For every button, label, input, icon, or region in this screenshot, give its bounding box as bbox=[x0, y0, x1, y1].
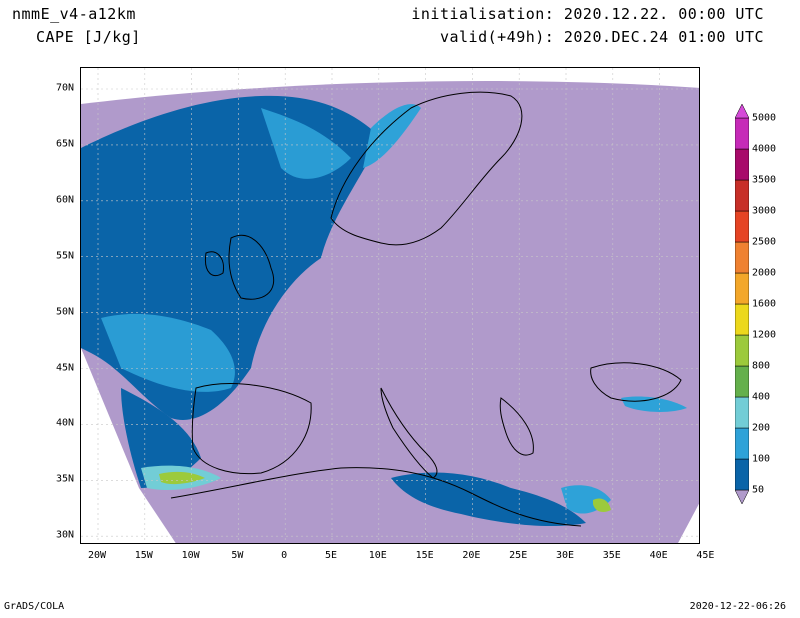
colorbar-label-400: 400 bbox=[752, 391, 771, 403]
lon-label-30e: 30E bbox=[555, 550, 575, 561]
colorbar-label-1200: 1200 bbox=[752, 329, 777, 341]
colorbar-band-3 bbox=[735, 396, 749, 429]
colorbar-band-4 bbox=[735, 365, 749, 398]
colorbar-label-800: 800 bbox=[752, 360, 771, 372]
coastline-aegean bbox=[499, 397, 534, 456]
lon-label-15w: 15W bbox=[134, 550, 153, 561]
cape-region-iberia-west bbox=[121, 388, 201, 488]
cape-region-mediterranean bbox=[391, 472, 586, 527]
colorbar-band-6 bbox=[735, 303, 749, 336]
colorbar-label-3500: 3500 bbox=[752, 174, 777, 186]
coastline-british-isles bbox=[204, 234, 275, 300]
lat-label-60n: 60N bbox=[55, 194, 74, 206]
colorbar-band-12 bbox=[735, 117, 749, 150]
cape-region-black-sea bbox=[621, 396, 687, 412]
lon-label-10w: 10W bbox=[181, 550, 200, 561]
colorbar-label-1600: 1600 bbox=[752, 298, 777, 310]
colorbar-band-7 bbox=[735, 272, 749, 305]
lon-label-20w: 20W bbox=[87, 550, 107, 561]
cape-map bbox=[81, 68, 699, 543]
colorbar-label-5000: 5000 bbox=[752, 112, 777, 124]
colorbar-band-13 bbox=[735, 104, 749, 119]
lon-label-5e: 5E bbox=[324, 550, 338, 561]
cape-region-atlantic-mid bbox=[101, 108, 351, 392]
colorbar-label-50: 50 bbox=[752, 484, 765, 496]
colorbar-band-0 bbox=[735, 489, 749, 504]
coastline-north-africa bbox=[170, 467, 582, 527]
colorbar-band-10 bbox=[735, 179, 749, 212]
colorbar-label-4000: 4000 bbox=[752, 143, 777, 155]
coastline-scandinavia bbox=[330, 91, 523, 246]
colorbar-band-5 bbox=[735, 334, 749, 367]
lat-label-70n: 70N bbox=[55, 82, 74, 94]
lon-label-10e: 10E bbox=[368, 550, 387, 561]
lon-label-35e: 35E bbox=[602, 550, 621, 561]
lat-label-40n: 40N bbox=[55, 417, 74, 429]
lon-label-45e: 45E bbox=[696, 550, 715, 561]
coastline-black-sea bbox=[590, 362, 682, 402]
initialisation-time: initialisation: 2020.12.22. 00:00 UTC bbox=[411, 5, 764, 23]
lon-label-15e: 15E bbox=[415, 550, 434, 561]
colorbar-band-1 bbox=[735, 458, 749, 491]
colorbar-label-2000: 2000 bbox=[752, 267, 777, 279]
colorbar bbox=[735, 104, 749, 504]
colorbar-label-2500: 2500 bbox=[752, 236, 777, 248]
cape-region-canary-core bbox=[159, 471, 205, 485]
model-title: nmmE_v4-a12km bbox=[12, 5, 136, 23]
valid-time: valid(+49h): 2020.DEC.24 01:00 UTC bbox=[439, 28, 764, 46]
lat-label-50n: 50N bbox=[55, 306, 74, 318]
map-frame bbox=[80, 67, 700, 544]
colorbar-band-8 bbox=[735, 241, 749, 274]
colorbar-label-100: 100 bbox=[752, 453, 771, 465]
lat-label-45n: 45N bbox=[55, 362, 74, 373]
lat-label-65n: 65N bbox=[55, 138, 74, 150]
colorbar-label-3000: 3000 bbox=[752, 205, 777, 217]
cape-region-levant bbox=[593, 498, 611, 512]
footer-timestamp: 2020-12-22-06:26 bbox=[689, 601, 786, 612]
lon-label-0: 0 bbox=[281, 550, 288, 561]
lon-label-20e: 20E bbox=[462, 550, 481, 561]
colorbar-band-2 bbox=[735, 427, 749, 460]
colorbar-label-200: 200 bbox=[752, 422, 771, 434]
colorbar-band-9 bbox=[735, 210, 749, 243]
coastline-iberia bbox=[191, 383, 312, 475]
variable-title: CAPE [J/kg] bbox=[36, 28, 141, 46]
lat-label-35n: 35N bbox=[55, 473, 74, 485]
footer-software: GrADS/COLA bbox=[4, 601, 65, 612]
cape-region-norway-coast bbox=[363, 104, 421, 168]
lon-label-40e: 40E bbox=[649, 550, 668, 561]
coastlines bbox=[170, 91, 682, 527]
lat-label-30n: 30N bbox=[55, 529, 74, 541]
lat-label-55n: 55N bbox=[55, 250, 74, 262]
lon-label-5w: 5W bbox=[231, 550, 244, 561]
lon-label-25e: 25E bbox=[509, 550, 528, 561]
colorbar-band-11 bbox=[735, 148, 749, 181]
